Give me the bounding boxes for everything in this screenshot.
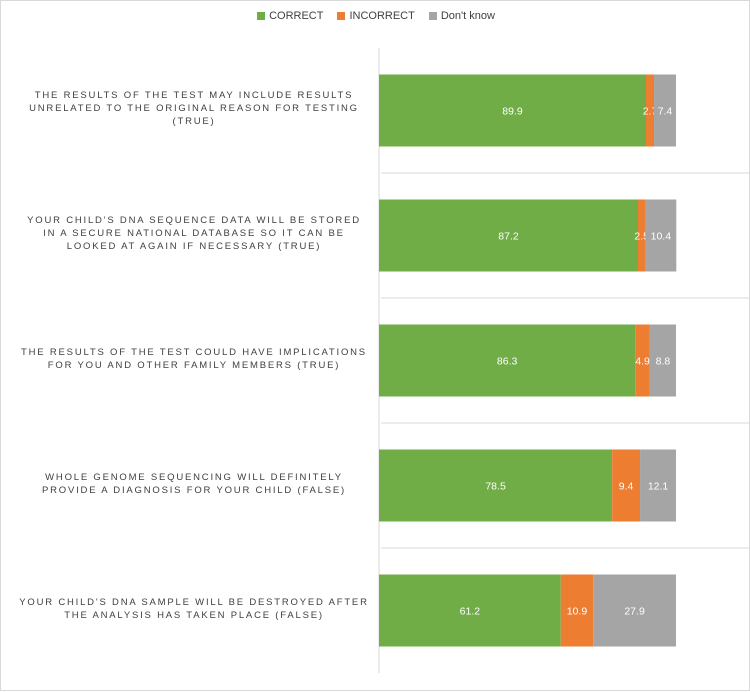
- data-label-3-0: 78.5: [485, 481, 506, 493]
- data-label-1-0: 87.2: [498, 231, 519, 243]
- data-label-2-2: 8.8: [656, 356, 671, 368]
- data-label-2-0: 86.3: [497, 356, 518, 368]
- legend-item-1: INCORRECT: [337, 10, 415, 22]
- legend-swatch-2: [428, 12, 437, 20]
- category-label-2: THE RESULTS OF THE TEST COULD HAVE IMPLI…: [21, 346, 367, 371]
- category-label-4: YOUR CHILD'S DNA SAMPLE WILL BE DESTROYE…: [19, 596, 369, 621]
- data-label-0-0: 89.9: [502, 106, 523, 118]
- data-label-4-0: 61.2: [460, 606, 481, 618]
- legend-swatch-0: [257, 12, 266, 20]
- bar-0-1: [646, 74, 655, 147]
- legend: CORRECT INCORRECT Don't know: [1, 10, 750, 22]
- data-label-0-1: 2.7: [643, 106, 658, 118]
- category-label-3: WHOLE GENOME SEQUENCING WILL DEFINITELY …: [41, 471, 346, 496]
- data-label-2-1: 4.9: [635, 356, 650, 368]
- data-label-0-2: 7.4: [658, 106, 673, 118]
- bar-3-0: [379, 449, 613, 522]
- category-label-0: THE RESULTS OF THE TEST MAY INCLUDE RESU…: [29, 90, 359, 127]
- bar-2-1: [635, 324, 650, 397]
- legend-label-2: Don't know: [440, 10, 495, 22]
- bar-1-2: [645, 199, 677, 272]
- bar-2-0: [379, 324, 636, 397]
- bar-3-1: [612, 449, 641, 522]
- bar-4-1: [560, 574, 594, 647]
- bar-3-2: [640, 449, 676, 522]
- data-label-1-2: 10.4: [651, 231, 672, 243]
- legend-label-0: CORRECT: [269, 10, 324, 22]
- bar-1-1: [637, 199, 646, 272]
- legend-item-2: Don't know: [428, 10, 495, 22]
- data-label-3-1: 9.4: [619, 481, 634, 493]
- category-label-1: YOUR CHILD'S DNA SEQUENCE DATA WILL BE S…: [27, 215, 361, 252]
- data-label-3-2: 12.1: [648, 481, 669, 493]
- bar-1-0: [379, 199, 638, 272]
- bar-4-0: [379, 574, 561, 647]
- bar-0-0: [379, 74, 647, 147]
- legend-item-0: CORRECT: [257, 10, 323, 22]
- data-label-4-2: 27.9: [624, 606, 645, 618]
- legend-swatch-1: [337, 12, 346, 20]
- bar-2-2: [649, 324, 676, 397]
- bar-0-2: [654, 74, 676, 147]
- data-label-4-1: 10.9: [567, 606, 588, 618]
- legend-label-1: INCORRECT: [349, 10, 415, 22]
- bar-4-2: [593, 574, 676, 647]
